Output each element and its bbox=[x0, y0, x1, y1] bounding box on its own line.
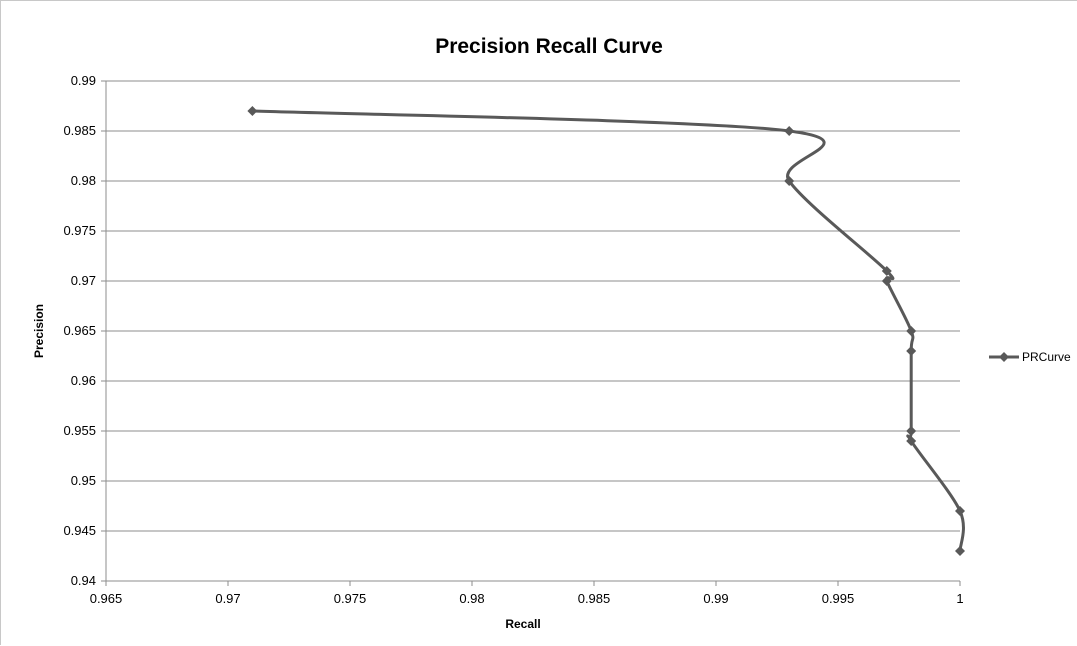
x-tick-label: 0.98 bbox=[459, 591, 484, 606]
data-point-3 bbox=[881, 266, 892, 276]
x-tick-label: 0.97 bbox=[215, 591, 240, 606]
data-point-4 bbox=[881, 276, 892, 286]
data-point-9 bbox=[955, 506, 965, 516]
data-point-0 bbox=[247, 106, 258, 116]
y-tick-label: 0.98 bbox=[71, 173, 96, 188]
x-tick-label: 1 bbox=[956, 591, 963, 606]
gridlines bbox=[106, 80, 960, 582]
y-tick-label: 0.97 bbox=[71, 273, 96, 288]
legend: PRCurve bbox=[989, 350, 1071, 364]
y-tick-label: 0.95 bbox=[71, 473, 96, 488]
x-tick-label: 0.975 bbox=[334, 591, 367, 606]
data-point-8 bbox=[906, 436, 917, 446]
x-tick-label: 0.995 bbox=[822, 591, 855, 606]
data-point-10 bbox=[955, 546, 965, 556]
legend-entry-prcurve: PRCurve bbox=[1022, 350, 1071, 364]
data-point-1 bbox=[784, 126, 795, 136]
data-point-5 bbox=[906, 326, 917, 336]
x-tick-label: 0.985 bbox=[578, 591, 611, 606]
y-tick-label: 0.985 bbox=[63, 123, 96, 138]
data-point-6 bbox=[906, 346, 917, 356]
y-tick-label: 0.945 bbox=[63, 523, 96, 538]
y-tick-label: 0.94 bbox=[71, 573, 96, 588]
x-tick-label: 0.99 bbox=[703, 591, 728, 606]
chart-title: Precision Recall Curve bbox=[435, 35, 663, 58]
y-axis-label: Precision bbox=[32, 304, 46, 358]
y-tick-label: 0.965 bbox=[63, 323, 96, 338]
y-tick-label: 0.975 bbox=[63, 223, 96, 238]
y-tick-label: 0.99 bbox=[71, 73, 96, 88]
y-tick-label: 0.96 bbox=[71, 373, 96, 388]
legend-marker bbox=[999, 352, 1009, 362]
data-point-2 bbox=[784, 176, 795, 186]
tick-labels: 0.94 0.945 0.95 0.955 0.96 0.965 0.97 0.975 0.98… bbox=[63, 73, 963, 606]
y-tick-label: 0.955 bbox=[63, 423, 96, 438]
axes bbox=[101, 80, 961, 586]
data-point-7 bbox=[906, 426, 917, 436]
x-axis-label: Recall bbox=[505, 617, 540, 631]
x-tick-label: 0.965 bbox=[90, 591, 123, 606]
series-layer bbox=[247, 106, 965, 556]
